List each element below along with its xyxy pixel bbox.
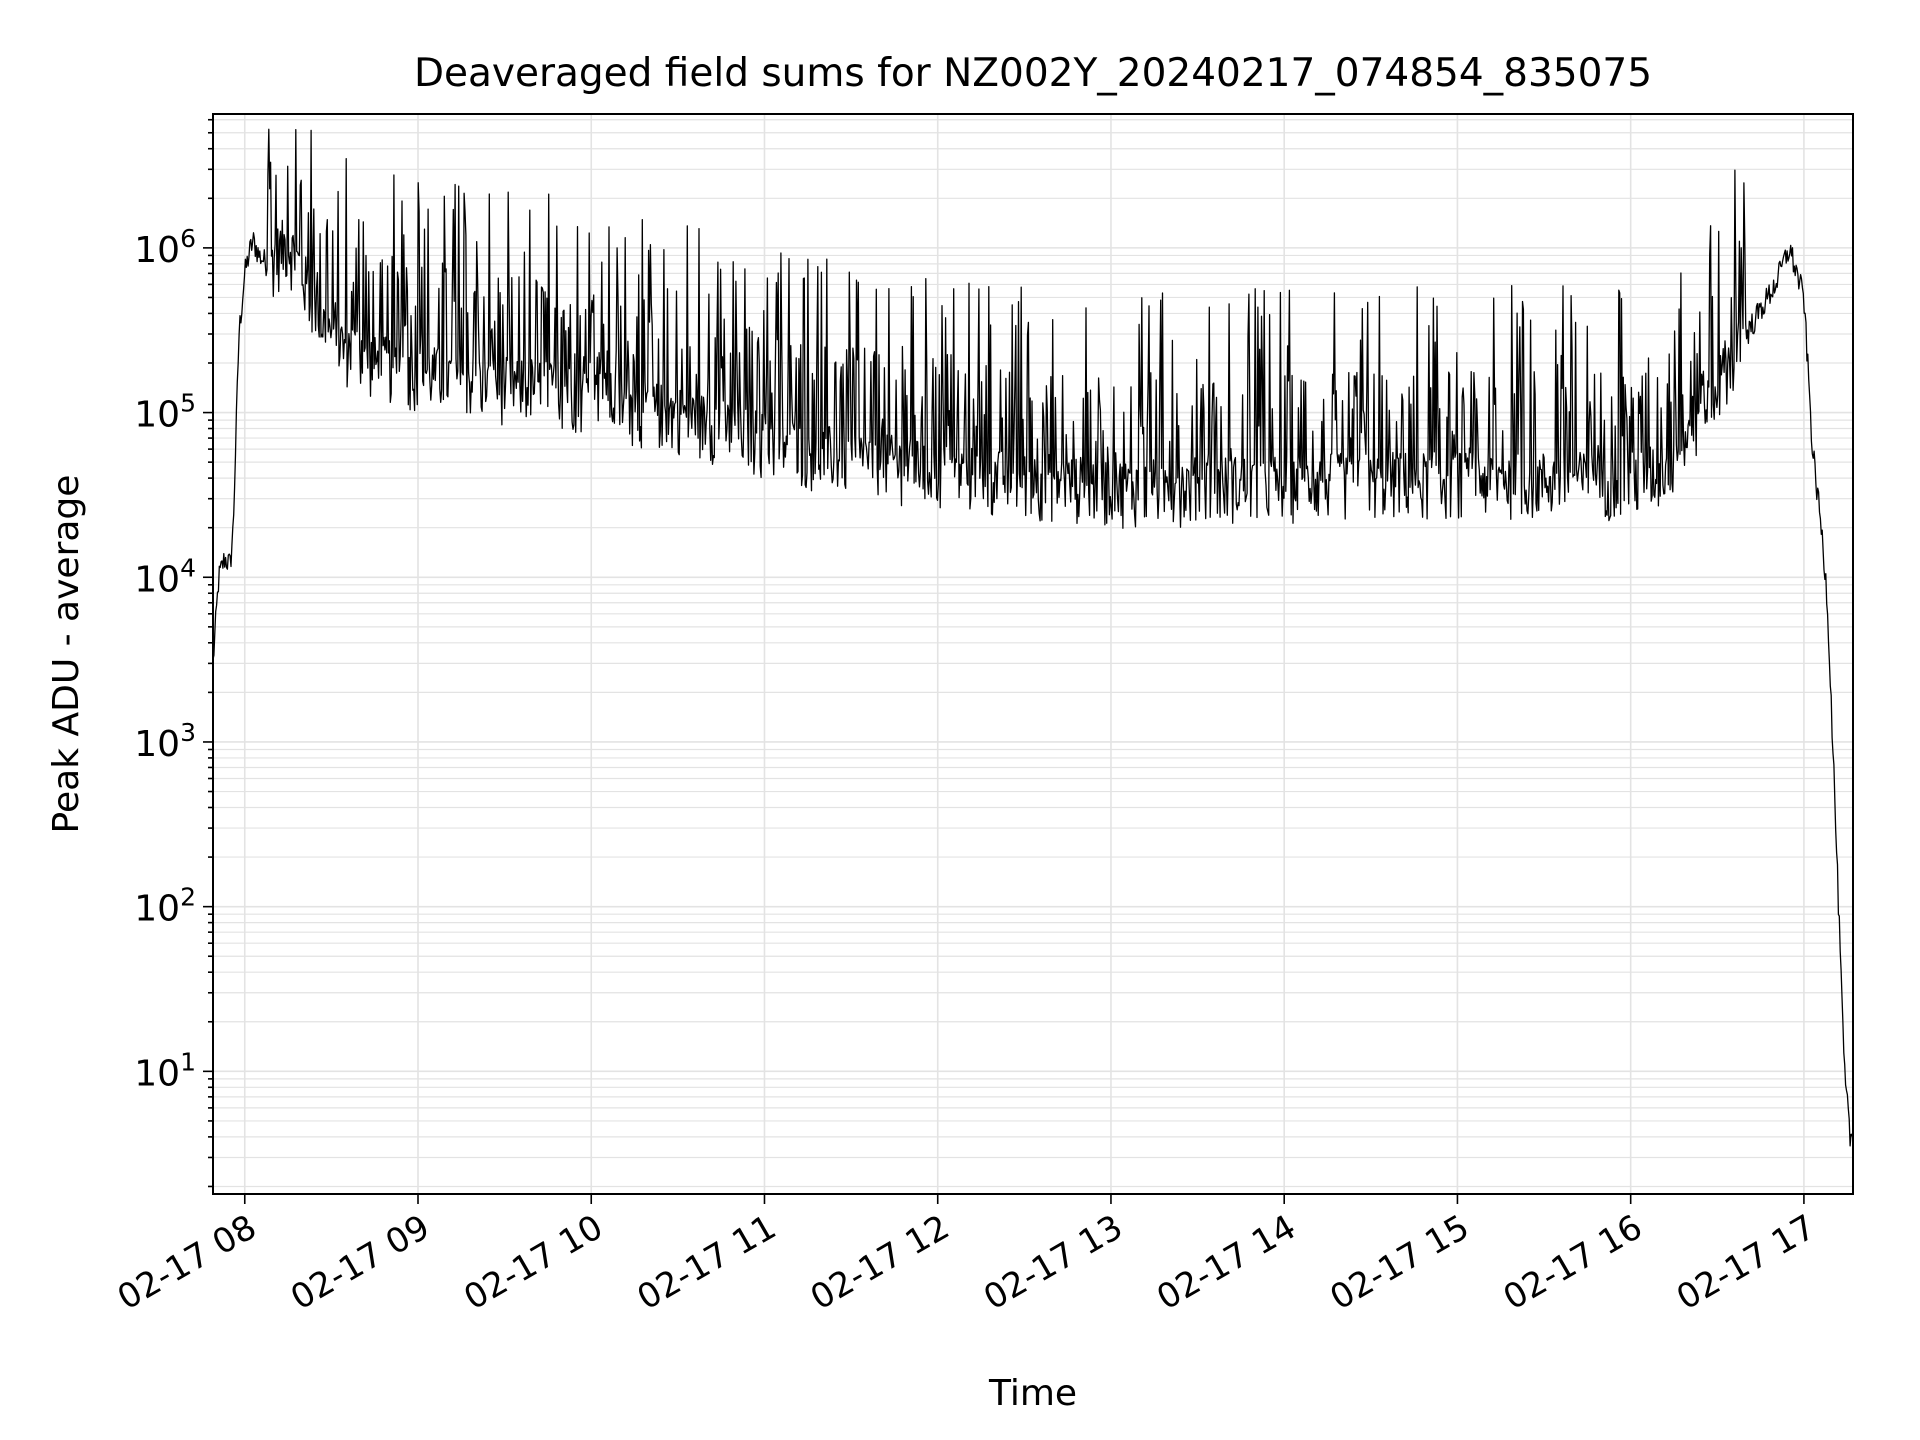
y-tick-label: 106 [134, 224, 196, 271]
y-tick-label: 104 [134, 553, 196, 600]
y-axis-label: Peak ADU - average [46, 475, 87, 834]
data-line [212, 128, 1854, 1147]
y-tick-label: 105 [134, 389, 196, 436]
grid [213, 114, 1853, 1194]
y-tick-label: 103 [134, 718, 196, 765]
y-axis: 101 102 103 104 105 106 [134, 118, 213, 1188]
y-tick-label: 102 [134, 883, 196, 930]
x-axis-label: Time [988, 1373, 1077, 1414]
chart-title: Deaveraged field sums for NZ002Y_2024021… [414, 51, 1652, 96]
y-tick-label: 101 [134, 1047, 196, 1094]
plot-frame [212, 113, 1854, 1195]
plot-area [212, 128, 1854, 1147]
